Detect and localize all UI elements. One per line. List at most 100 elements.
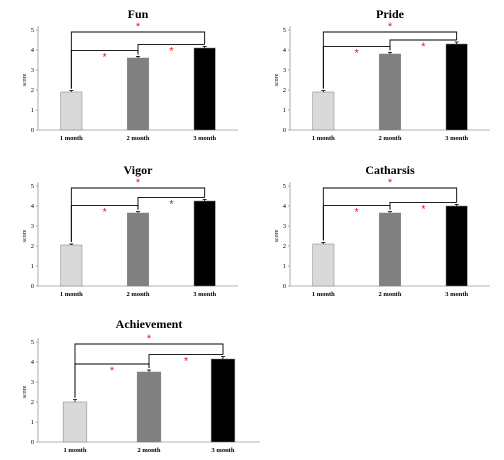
x-tick-label: 1 month xyxy=(312,135,335,142)
y-tick-label: 4 xyxy=(283,47,287,54)
significance-bracket xyxy=(148,354,223,368)
bar xyxy=(60,244,83,287)
panel-achievement: Achievement score 0 1 2 3 4 5 1 month 2 month 3 mo… xyxy=(22,317,260,454)
bar xyxy=(379,53,401,131)
y-tick-label: 4 xyxy=(31,203,35,210)
y-tick-label: 3 xyxy=(31,379,34,386)
significance-bracket xyxy=(322,31,458,89)
y-tick-label: 0 xyxy=(31,127,34,134)
bar xyxy=(312,91,335,131)
significance-star: * xyxy=(103,207,108,219)
panel-fun: Fun score 0 1 2 3 4 5 1 month 2 month 3 month * * * xyxy=(22,7,238,142)
bar xyxy=(127,212,149,287)
y-tick-label: 0 xyxy=(283,283,286,290)
panel-vigor: Vigor score 0 1 2 3 4 5 1 month 2 month 3 month * * * xyxy=(22,163,238,298)
y-tick-label: 1 xyxy=(283,107,286,114)
significance-bracket xyxy=(70,31,206,89)
y-tick-label: 2 xyxy=(283,243,286,250)
x-tick-label: 1 month xyxy=(64,447,87,454)
bar xyxy=(136,371,162,443)
y-tick-label: 2 xyxy=(31,87,34,94)
y-axis-label: score xyxy=(274,229,280,242)
panel-title: Catharsis xyxy=(365,163,415,177)
y-tick-label: 5 xyxy=(31,27,34,34)
x-tick-label: 3 month xyxy=(212,447,235,454)
significance-bracket xyxy=(70,187,206,242)
x-tick-label: 1 month xyxy=(60,291,83,298)
significance-bracket xyxy=(389,201,457,210)
y-tick-label: 3 xyxy=(31,223,34,230)
y-tick-label: 5 xyxy=(283,183,286,190)
y-tick-label: 3 xyxy=(283,67,286,74)
x-tick-label: 1 month xyxy=(60,135,83,142)
y-tick-label: 2 xyxy=(283,87,286,94)
x-tick-label: 2 month xyxy=(138,447,161,454)
significance-star: * xyxy=(169,45,174,57)
bar xyxy=(193,47,216,131)
y-tick-label: 3 xyxy=(31,67,34,74)
significance-bracket xyxy=(137,196,205,210)
significance-star: * xyxy=(136,177,141,189)
bar xyxy=(62,401,88,443)
bar xyxy=(312,243,335,287)
significance-star: * xyxy=(147,333,152,345)
panel-title: Achievement xyxy=(116,317,183,331)
significance-bracket xyxy=(322,187,458,241)
significance-star: * xyxy=(355,207,360,219)
x-tick-label: 3 month xyxy=(193,135,216,142)
y-tick-label: 1 xyxy=(31,263,34,270)
significance-star: * xyxy=(421,203,426,215)
x-tick-label: 2 month xyxy=(379,291,402,298)
x-tick-label: 3 month xyxy=(445,291,468,298)
bar xyxy=(210,358,236,443)
x-tick-label: 2 month xyxy=(379,135,402,142)
significance-star: * xyxy=(110,365,115,377)
y-tick-label: 0 xyxy=(31,439,34,446)
y-tick-label: 1 xyxy=(31,419,34,426)
y-axis-label: score xyxy=(274,73,280,86)
panel-title: Fun xyxy=(128,7,149,21)
y-tick-label: 4 xyxy=(283,203,287,210)
significance-star: * xyxy=(169,198,174,210)
y-tick-label: 0 xyxy=(31,283,34,290)
x-tick-label: 1 month xyxy=(312,291,335,298)
x-tick-label: 2 month xyxy=(127,291,150,298)
y-tick-label: 4 xyxy=(31,47,35,54)
significance-star: * xyxy=(184,356,189,368)
panel-catharsis: Catharsis score 0 1 2 3 4 5 1 month 2 month 3 mont… xyxy=(274,163,490,298)
significance-star: * xyxy=(136,21,141,33)
y-tick-label: 5 xyxy=(283,27,286,34)
y-tick-label: 4 xyxy=(31,359,35,366)
y-axis-label: score xyxy=(22,385,28,398)
significance-bracket xyxy=(389,39,457,51)
panel-title: Pride xyxy=(376,7,405,21)
bar xyxy=(60,91,83,131)
y-tick-label: 5 xyxy=(31,183,34,190)
significance-bracket xyxy=(74,343,224,398)
y-axis-label: score xyxy=(22,73,28,86)
y-tick-label: 0 xyxy=(283,127,286,134)
significance-bracket xyxy=(137,43,205,55)
significance-star: * xyxy=(388,177,393,189)
bar xyxy=(193,200,216,287)
bar xyxy=(379,212,401,287)
y-tick-label: 2 xyxy=(31,243,34,250)
panel-title: Vigor xyxy=(124,163,154,177)
y-tick-label: 1 xyxy=(31,107,34,114)
x-tick-label: 3 month xyxy=(445,135,468,142)
significance-star: * xyxy=(388,21,393,33)
significance-star: * xyxy=(355,47,360,59)
significance-star: * xyxy=(103,51,108,63)
y-tick-label: 3 xyxy=(283,223,286,230)
y-tick-label: 5 xyxy=(31,339,34,346)
bar xyxy=(127,57,149,131)
y-tick-label: 1 xyxy=(283,263,286,270)
x-tick-label: 3 month xyxy=(193,291,216,298)
y-tick-label: 2 xyxy=(31,399,34,406)
panel-pride: Pride score 0 1 2 3 4 5 1 month 2 month 3 month * * * xyxy=(274,7,490,142)
x-tick-label: 2 month xyxy=(127,135,150,142)
bar xyxy=(445,205,468,287)
significance-star: * xyxy=(421,41,426,53)
y-axis-label: score xyxy=(22,229,28,242)
